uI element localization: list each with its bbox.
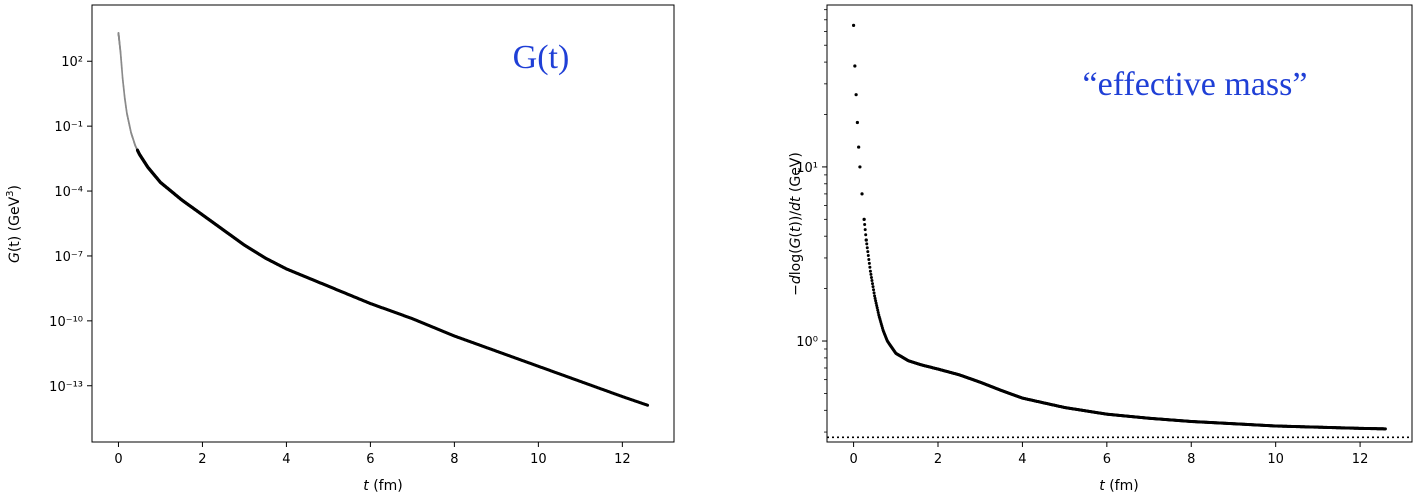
y-tick-label: 10⁻¹: [54, 120, 83, 135]
data-point: [872, 288, 876, 292]
y-tick-label: 10¹: [796, 161, 818, 176]
y-axis-label-italic: G: [7, 252, 23, 263]
data-point: [865, 242, 869, 246]
x-tick-label: 2: [934, 452, 942, 467]
x-tick-label: 6: [1103, 452, 1111, 467]
y-label-d1: d: [788, 275, 804, 284]
data-point: [874, 301, 878, 305]
data-point: [875, 306, 879, 310]
data-point: [876, 311, 880, 314]
data-point: [863, 228, 867, 232]
y-label-G: G: [788, 237, 804, 248]
x-axis-label-italic: t: [363, 478, 369, 494]
data-point: [865, 246, 869, 250]
data-point: [871, 285, 875, 289]
data-point: [646, 403, 650, 407]
y-label-d2: d: [788, 202, 804, 211]
x-tick-label: 8: [1187, 452, 1195, 467]
y-tick-label: 10⁻¹³: [49, 380, 83, 395]
data-point: [874, 299, 878, 303]
plot-frame-left: [91, 4, 675, 443]
annotation-effective-mass: “effective mass”: [1083, 66, 1308, 103]
y-axis-label-close: ): [7, 185, 23, 190]
data-point: [870, 282, 874, 286]
x-axis-label-rest: (fm): [369, 478, 403, 494]
x-axis-ticks-left: 0 2 4 6 8 10 12: [114, 442, 631, 467]
data-point: [857, 145, 861, 149]
data-point: [870, 279, 874, 283]
data-point: [873, 294, 877, 298]
y-tick-label: 10⁰: [796, 335, 818, 350]
x-tick-label: 10: [1267, 452, 1284, 467]
data-series-left: [117, 32, 650, 407]
y-axis-label-left: G(t) (GeV3): [5, 185, 23, 263]
y-axis-label-rest: (t) (GeV: [7, 196, 23, 252]
x-tick-label: 0: [849, 452, 857, 467]
data-point: [858, 165, 862, 169]
data-point: [853, 64, 857, 68]
y-tick-label: 10⁻⁷: [54, 250, 83, 265]
data-point: [1383, 427, 1387, 431]
data-series-right: [851, 23, 1387, 431]
data-point: [855, 120, 859, 125]
y-axis-label-superscript: 3: [5, 190, 16, 196]
data-point: [872, 291, 876, 295]
x-tick-label: 8: [450, 452, 458, 467]
x-axis-label-rest: (fm): [1105, 478, 1139, 494]
annotation-g-of-t: G(t): [513, 39, 570, 76]
x-axis-label-left: t (fm): [363, 478, 402, 494]
data-point: [851, 23, 856, 27]
data-point: [869, 272, 873, 276]
data-point: [866, 250, 870, 254]
y-label-t1: t: [788, 226, 804, 232]
x-axis-label-italic: t: [1099, 478, 1105, 494]
data-point: [869, 275, 873, 279]
y-label-t2: t: [788, 196, 804, 202]
data-point: [864, 233, 868, 237]
data-point: [876, 308, 880, 312]
data-point: [875, 303, 879, 307]
data-point: [868, 265, 872, 269]
y-tick-label: 10⁻¹⁰: [49, 315, 83, 330]
x-tick-label: 12: [1352, 452, 1369, 467]
x-tick-label: 10: [530, 452, 547, 467]
data-point: [868, 269, 872, 273]
data-point: [862, 217, 866, 221]
x-tick-label: 2: [198, 452, 206, 467]
y-label-log: log(: [788, 248, 804, 275]
y-axis-label-right: −dlog(G(t))/dt (GeV): [788, 152, 804, 296]
x-axis-ticks-right: 0 2 4 6 8 10 12: [849, 442, 1368, 467]
y-label-unit: (GeV): [788, 152, 804, 196]
x-tick-label: 6: [366, 452, 374, 467]
y-axis-ticks-right: 10⁰ 10¹: [796, 9, 827, 433]
x-tick-label: 0: [114, 452, 122, 467]
data-point: [873, 296, 877, 300]
y-tick-label: 10⁻⁴: [54, 185, 83, 200]
x-tick-label: 4: [1018, 452, 1026, 467]
data-point: [867, 257, 871, 261]
y-label-paren: (: [788, 232, 804, 237]
y-tick-label: 10²: [61, 55, 83, 70]
data-point: [854, 93, 858, 97]
y-axis-ticks-left: 10² 10⁻¹ 10⁻⁴ 10⁻⁷ 10⁻¹⁰ 10⁻¹³: [49, 55, 92, 395]
x-tick-label: 4: [282, 452, 290, 467]
x-tick-label: 12: [614, 452, 631, 467]
data-point: [866, 254, 870, 258]
data-point: [864, 238, 868, 242]
data-point: [863, 222, 867, 226]
data-point: [867, 261, 871, 265]
chart-panel-left: 0 2 4 6 8 10 12 10² 10⁻¹ 10⁻⁴ 10⁻⁷ 10⁻¹⁰ 10⁻¹³ t (f…: [5, 4, 675, 494]
data-point: [860, 192, 864, 196]
x-axis-label-right: t (fm): [1099, 478, 1138, 494]
y-label-close: ))/: [788, 211, 804, 227]
plot-frame-right: [826, 4, 1413, 443]
y-label-minus: −: [788, 284, 804, 296]
